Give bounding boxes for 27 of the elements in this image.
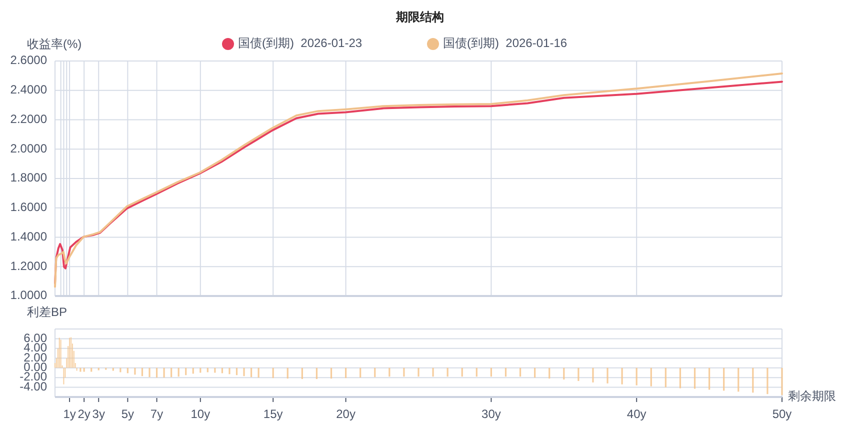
y-tick-label: 1.2000 — [10, 258, 48, 273]
y-tick-label: 1.0000 — [10, 288, 48, 302]
y-tick-label: -4.00 — [20, 379, 48, 394]
y-tick-label: 1.4000 — [10, 229, 48, 244]
x-tick-label: 30y — [482, 407, 501, 422]
x-axis-title: 剩余期限 — [788, 389, 836, 404]
y-tick-label: 1.6000 — [10, 200, 48, 214]
legend-label: 国债(到期) 2026-01-23 — [238, 36, 362, 50]
x-tick-label: 2y — [78, 407, 90, 422]
chart-title: 期限结构 — [395, 10, 444, 24]
x-tick-label: 1y — [63, 407, 76, 422]
x-tick-label: 40y — [626, 407, 646, 422]
x-tick-label: 10y — [190, 407, 210, 422]
legend-label: 国债(到期) 2026-01-16 — [443, 36, 568, 50]
y-axis-title: 利差BP — [27, 305, 68, 320]
x-tick-label: 3y — [92, 407, 105, 422]
y-tick-label: 2.6000 — [10, 53, 48, 68]
y-tick-label: 2.4000 — [10, 82, 48, 97]
y-tick-label: 1.8000 — [10, 170, 48, 185]
y-tick-label: 2.0000 — [10, 141, 48, 156]
y-tick-label: 2.2000 — [10, 112, 48, 126]
y-axis-title: 收益率(%) — [27, 37, 82, 52]
x-tick-label: 50y — [772, 407, 792, 422]
x-tick-label: 7y — [150, 407, 164, 422]
x-tick-label: 5y — [121, 407, 134, 422]
x-tick-label: 15y — [263, 407, 283, 422]
x-tick-label: 20y — [336, 407, 356, 422]
